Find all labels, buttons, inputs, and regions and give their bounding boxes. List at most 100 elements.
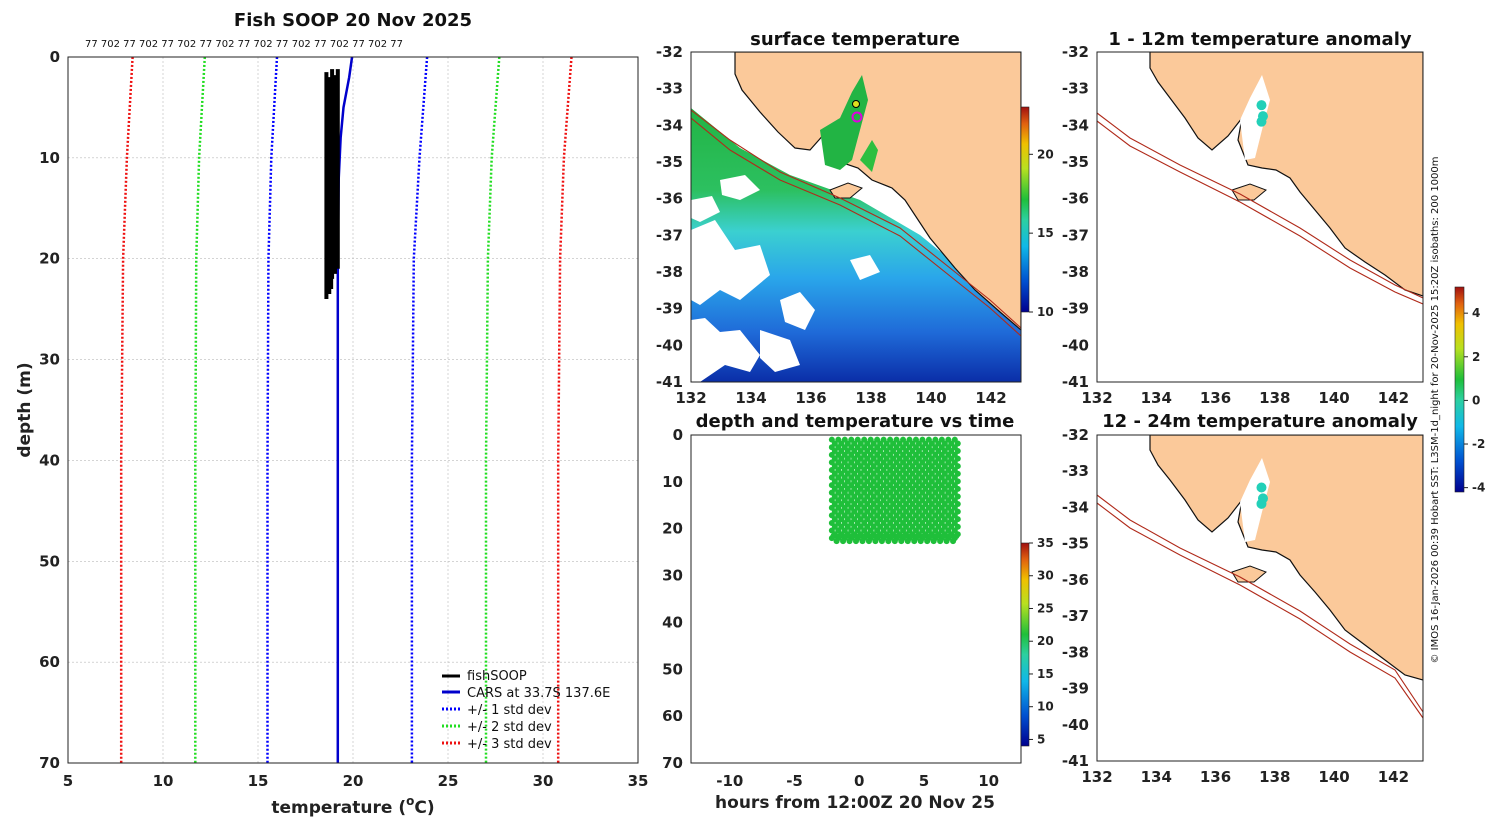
- anomaly-colorbar: [1454, 286, 1465, 493]
- depth-time-point: [875, 533, 882, 540]
- profile-ylabel: depth (m): [15, 362, 35, 457]
- lon-tick-label: 138: [1259, 768, 1290, 786]
- anomaly-colorbar-ticks: -4 -2 0 2 4: [1464, 306, 1485, 495]
- depth-tick-label: 30: [662, 567, 683, 585]
- lon-tick-label: 142: [1378, 389, 1409, 407]
- y-tick-label: 40: [39, 451, 60, 469]
- lat-tick-label: -40: [656, 336, 683, 354]
- lon-tick-label: 140: [1318, 768, 1349, 786]
- xlabel-sup: o: [406, 794, 414, 808]
- legend-cars: CARS at 33.7S 137.6E: [467, 686, 610, 701]
- depth-time-point: [836, 533, 843, 540]
- lat-tick-label: -34: [656, 116, 683, 134]
- depth-time-point: [930, 538, 937, 545]
- sst-st-vincent-gulf: [860, 140, 878, 172]
- lat-tick-label: -34: [1062, 116, 1089, 134]
- anomaly-lower-land: [1149, 435, 1423, 681]
- colorbar-tick-label: 35: [1037, 536, 1054, 550]
- lat-tick-label: -35: [1062, 535, 1089, 553]
- sst-colorbar: [1020, 106, 1030, 313]
- depth-time-point: [920, 533, 927, 540]
- lon-tick-label: 140: [915, 389, 946, 407]
- lon-tick-label: 132: [1081, 768, 1112, 786]
- depth-time-point: [843, 533, 850, 540]
- anomaly-lower-map: [1097, 435, 1423, 761]
- anomaly-upper-island: [1231, 183, 1267, 201]
- depth-time-point: [833, 538, 840, 545]
- depth-time-points: [828, 436, 961, 545]
- std-line-std1-left: [266, 56, 279, 763]
- depth-time-point: [846, 538, 853, 545]
- std-line-std2-left: [194, 56, 207, 763]
- colorbar-tick-label: 5: [1037, 732, 1045, 746]
- lon-tick-label: 132: [1081, 389, 1112, 407]
- depth-time-point: [853, 538, 859, 545]
- lon-tick-label: 138: [855, 389, 886, 407]
- lat-tick-label: -38: [656, 263, 683, 281]
- colorbar-tick-label: 0: [1472, 393, 1480, 407]
- lon-tick-label: 142: [1378, 768, 1409, 786]
- depth-time-point: [933, 533, 940, 540]
- lat-tick-label: -36: [1062, 571, 1089, 589]
- legend-std1: +/- 1 std dev: [467, 703, 552, 718]
- lat-tick-label: -37: [1062, 607, 1089, 625]
- depth-time-point: [943, 538, 950, 545]
- depth-time-point: [830, 533, 837, 540]
- lat-tick-label: -32: [656, 43, 683, 61]
- std-line-std1-right: [410, 56, 429, 763]
- sst-isobath-1000: [691, 117, 1021, 337]
- anomaly-point: [1256, 482, 1267, 493]
- x-tick-label: 15: [248, 772, 269, 790]
- profile-lines: [119, 56, 573, 763]
- time-tick-label: 5: [919, 772, 929, 790]
- lat-tick-label: -40: [1062, 336, 1089, 354]
- depth-time-point: [862, 533, 869, 540]
- anomaly-upper-title: 1 - 12m temperature anomaly: [1108, 29, 1411, 50]
- depth-time-point: [865, 538, 872, 545]
- profile-panel: Fish SOOP 20 Nov 2025 77 702 77 702 77 7…: [15, 10, 648, 818]
- anomaly-upper-points: [1256, 100, 1268, 127]
- lat-tick-label: -39: [1062, 680, 1089, 698]
- lat-tick-label: -41: [656, 373, 683, 391]
- anomaly-upper-frame: [1096, 51, 1424, 383]
- lat-tick-label: -39: [656, 300, 683, 318]
- lat-tick-label: -33: [656, 80, 683, 98]
- sst-cloud-gaps: [691, 175, 880, 382]
- depth-time-colorbar-ticks: 5 10 15 20 25 30 35: [1029, 536, 1054, 746]
- sst-isobath-200: [691, 109, 1021, 329]
- depth-time-point: [940, 533, 947, 540]
- time-tick-label: -10: [716, 772, 743, 790]
- depth-tick-label: 0: [673, 426, 683, 444]
- depth-time-point: [849, 533, 856, 540]
- lon-tick-label: 140: [1318, 389, 1349, 407]
- anomaly-lower-isobath-1000: [1097, 502, 1423, 719]
- legend-std3: +/- 3 std dev: [467, 737, 552, 752]
- lat-tick-label: -38: [1062, 643, 1089, 661]
- anomaly-upper-map: [1097, 52, 1423, 382]
- lat-tick-label: -41: [1062, 752, 1089, 770]
- depth-time-point: [908, 533, 914, 540]
- colorbar-tick-label: 4: [1472, 306, 1480, 320]
- y-tick-label: 20: [39, 250, 60, 268]
- colorbar-tick-label: 2: [1472, 350, 1480, 364]
- depth-time-point: [924, 538, 931, 545]
- lat-tick-label: -41: [1062, 373, 1089, 391]
- depth-time-ticks: -10 -5 0 5 10 0 10 20 30 40 50 60 70: [662, 426, 999, 790]
- anomaly-lower-isobath-200: [1097, 494, 1423, 713]
- colorbar-tick-label: -4: [1472, 481, 1485, 495]
- depth-tick-label: 60: [662, 707, 683, 725]
- anomaly-lower-island: [1231, 565, 1267, 583]
- depth-time-point: [904, 538, 911, 545]
- depth-time-point: [840, 538, 847, 545]
- lat-tick-label: -33: [1062, 462, 1089, 480]
- colorbar-tick-label: 15: [1037, 226, 1054, 240]
- lat-tick-label: -37: [1062, 226, 1089, 244]
- sst-spencer-gulf: [820, 75, 868, 170]
- y-tick-label: 60: [39, 653, 60, 671]
- lat-tick-label: -35: [656, 153, 683, 171]
- depth-time-point: [882, 533, 889, 540]
- x-tick-label: 30: [533, 772, 554, 790]
- y-tick-label: 0: [50, 48, 60, 66]
